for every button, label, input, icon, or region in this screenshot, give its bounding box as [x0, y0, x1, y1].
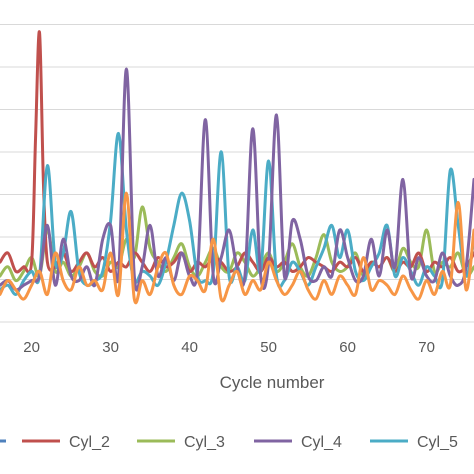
legend-label-cyl-2: Cyl_2: [69, 434, 110, 451]
x-tick-label-30: 30: [102, 339, 119, 356]
chart-gridlines: [0, 24, 474, 280]
x-tick-label-20: 20: [23, 339, 40, 356]
legend-label-cyl-5: Cyl_5: [417, 434, 458, 451]
series-line-cyl-4: [0, 67, 474, 292]
x-axis: 20 30 40 50 60 70: [0, 321, 474, 356]
series-line-series-5: [0, 191, 474, 304]
legend-label-cyl-4: Cyl_4: [301, 434, 342, 451]
legend-label-cyl-3: Cyl_3: [184, 434, 225, 451]
x-axis-title: Cycle number: [220, 373, 325, 392]
x-tick-label-60: 60: [339, 339, 356, 356]
x-tick-label-70: 70: [418, 339, 435, 356]
x-tick-label-50: 50: [260, 339, 277, 356]
chart-legend: Cyl_2 Cyl_3 Cyl_4 Cyl_5: [0, 434, 458, 451]
x-tick-label-40: 40: [181, 339, 198, 356]
chart-series-group: [0, 30, 474, 304]
